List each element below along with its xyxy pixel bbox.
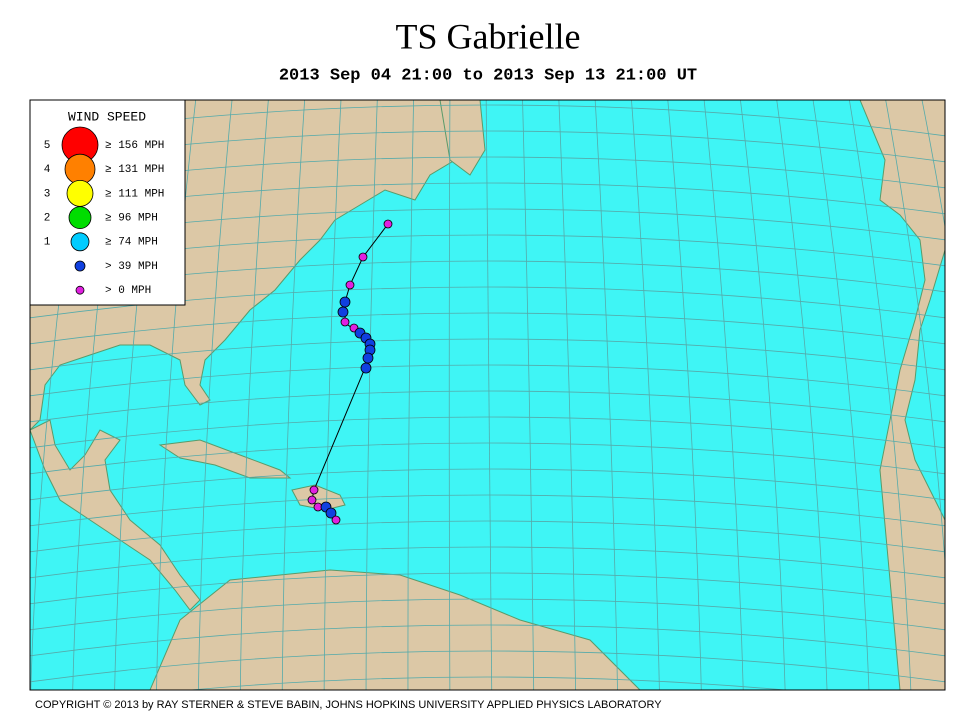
meridian [740,100,786,690]
legend-label: > 39 MPH [105,261,158,273]
meridian [448,100,451,690]
meridian [954,80,975,720]
legend-swatch [66,179,94,207]
meridian [485,100,493,690]
legend-category: 1 [44,237,51,249]
parallel [30,442,945,475]
meridian [594,100,618,690]
parallel [30,338,945,371]
meridian [631,100,660,690]
legend-title: WIND SPEED [68,109,146,124]
subtitle: 2013 Sep 04 21:00 to 2013 Sep 13 21:00 U… [279,66,697,85]
meridian [0,80,18,720]
map-frame [29,99,946,691]
meridian [848,100,912,690]
meridian [921,100,945,230]
meridian [885,100,945,568]
parallel [30,312,945,345]
parallel [30,390,945,423]
parallel [30,416,945,449]
legend-category: 4 [44,164,51,176]
meridian [198,100,233,690]
legend-label: > 0 MPH [105,285,151,297]
legend-label: ≥ 131 MPH [105,164,164,176]
parallel [30,364,945,397]
title: TS Gabrielle [396,16,581,56]
legend-label: ≥ 74 MPH [105,237,158,249]
meridian [407,100,414,690]
parallel [30,650,945,683]
parallel [186,676,790,690]
storm-track [307,219,393,525]
legend-swatch [70,232,90,252]
legend-category: 3 [44,188,51,200]
legend-swatch [64,153,96,185]
legend-label: ≥ 111 MPH [105,188,164,200]
meridian [239,100,269,690]
legend: WIND SPEED 5 ≥ 156 MPH 4 ≥ 131 MPH 3 ≥ 111 MP… [29,99,186,306]
legend-swatch [74,260,86,272]
parallel [30,572,945,605]
legend-swatch [75,285,85,295]
legend-category: 2 [44,213,51,225]
meridian [522,100,535,690]
meridian [667,100,702,690]
legend-box [29,99,186,306]
parallel [30,494,945,527]
meridian [323,100,342,690]
legend-label: ≥ 156 MPH [105,140,164,152]
meridian [812,100,870,690]
meridian [558,100,576,690]
meridian [281,100,306,690]
parallel [30,468,945,501]
copyright: COPYRIGHT © 2013 by RAY STERNER & STEVE … [35,699,662,711]
meridian [365,100,378,690]
parallel [30,546,945,579]
track-points [307,219,393,525]
parallel [30,598,945,631]
legend-swatch [68,206,92,230]
parallel [30,520,945,553]
map [0,80,975,720]
legend-label: ≥ 96 MPH [105,213,158,225]
legend-category: 5 [44,140,51,152]
parallel [30,624,945,657]
